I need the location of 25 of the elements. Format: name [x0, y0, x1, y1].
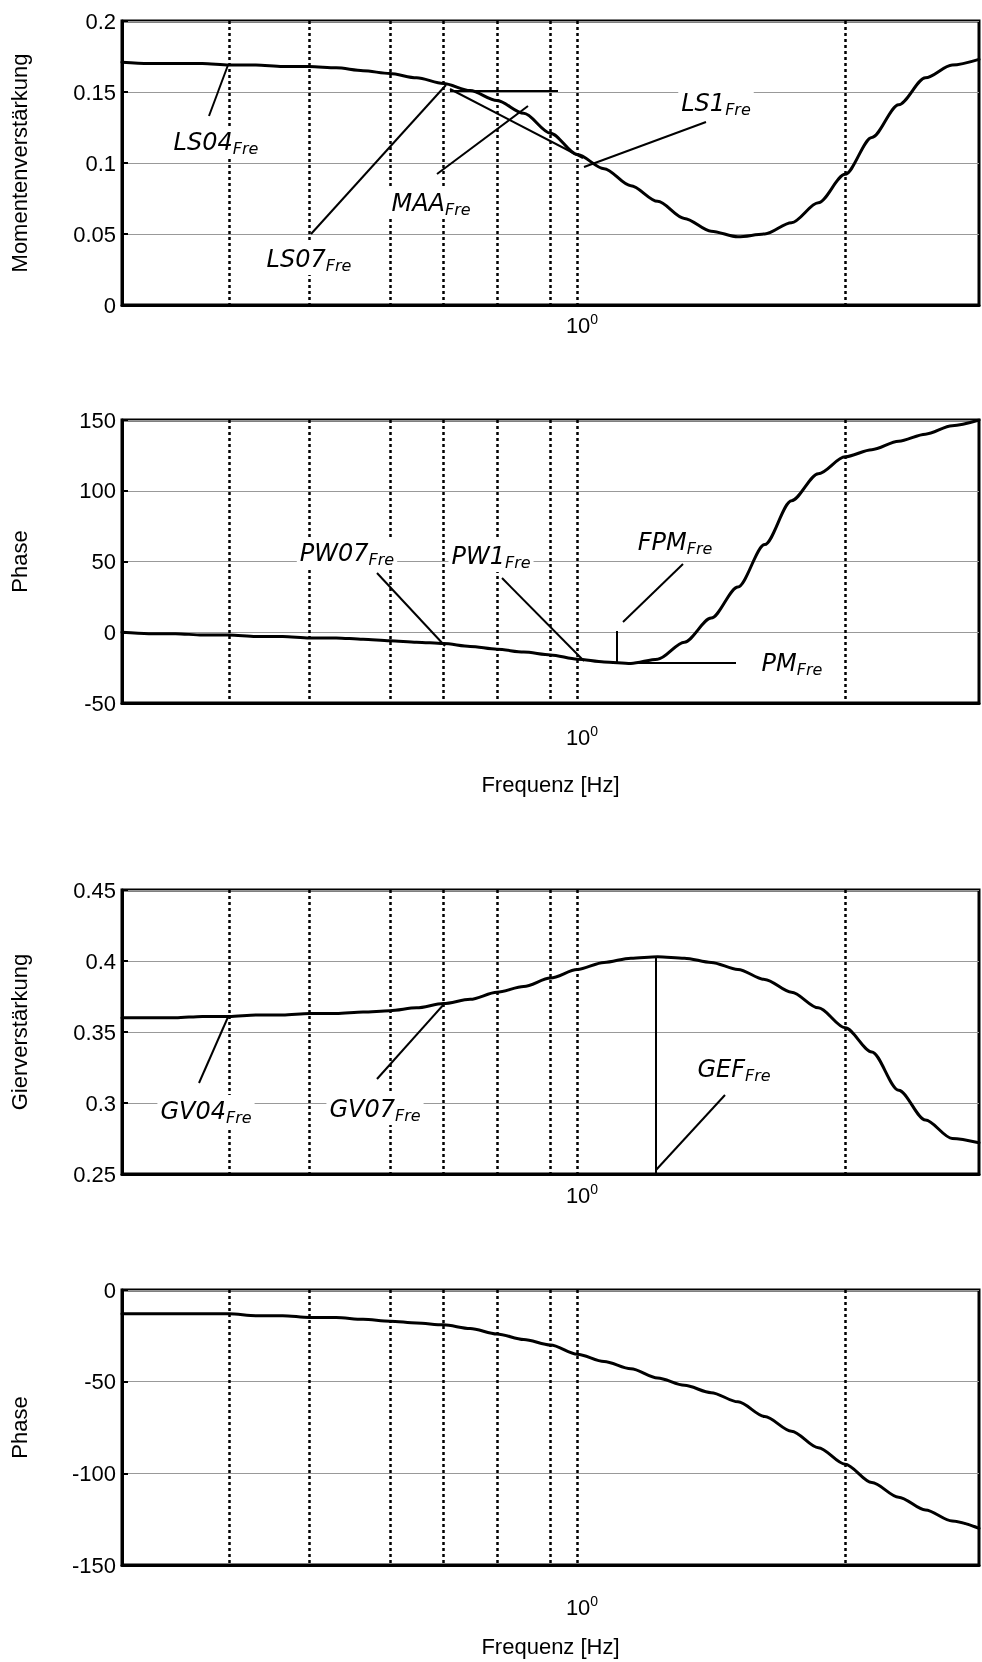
y-axis-title: Momentenverstärkung: [6, 53, 32, 273]
y-tick-label: 0: [103, 619, 116, 645]
y-tick-label: -100: [71, 1460, 116, 1486]
y-tick-label: -50: [84, 1369, 116, 1395]
y-tick-label: 0.4: [85, 948, 116, 974]
y-tick-label: -50: [84, 690, 116, 716]
y-tick-label: 0.15: [73, 79, 116, 105]
y-tick-label: 0.35: [73, 1019, 116, 1045]
y-tick-label: 0.25: [73, 1161, 116, 1187]
y-tick-label: 0.3: [85, 1090, 116, 1116]
y-tick-label: 50: [91, 549, 116, 574]
x-axis-title: Frequenz [Hz]: [481, 771, 620, 797]
y-tick-label: 0.2: [85, 8, 116, 34]
y-tick-label: 0.1: [85, 150, 116, 176]
y-tick-label: 0: [103, 292, 116, 318]
y-tick-label: 0.05: [73, 221, 116, 247]
y-tick-label: 150: [79, 407, 116, 433]
y-axis-title: Phase: [6, 530, 32, 593]
y-axis-title: Gierverstärkung: [6, 953, 32, 1111]
y-axis-title: Phase: [6, 1396, 32, 1459]
y-tick-label: 100: [79, 478, 116, 504]
y-tick-label: -150: [71, 1552, 116, 1578]
x-axis-title: Frequenz [Hz]: [481, 1633, 620, 1659]
y-tick-label: 0: [103, 1277, 116, 1303]
y-tick-label: 0.45: [73, 877, 116, 903]
